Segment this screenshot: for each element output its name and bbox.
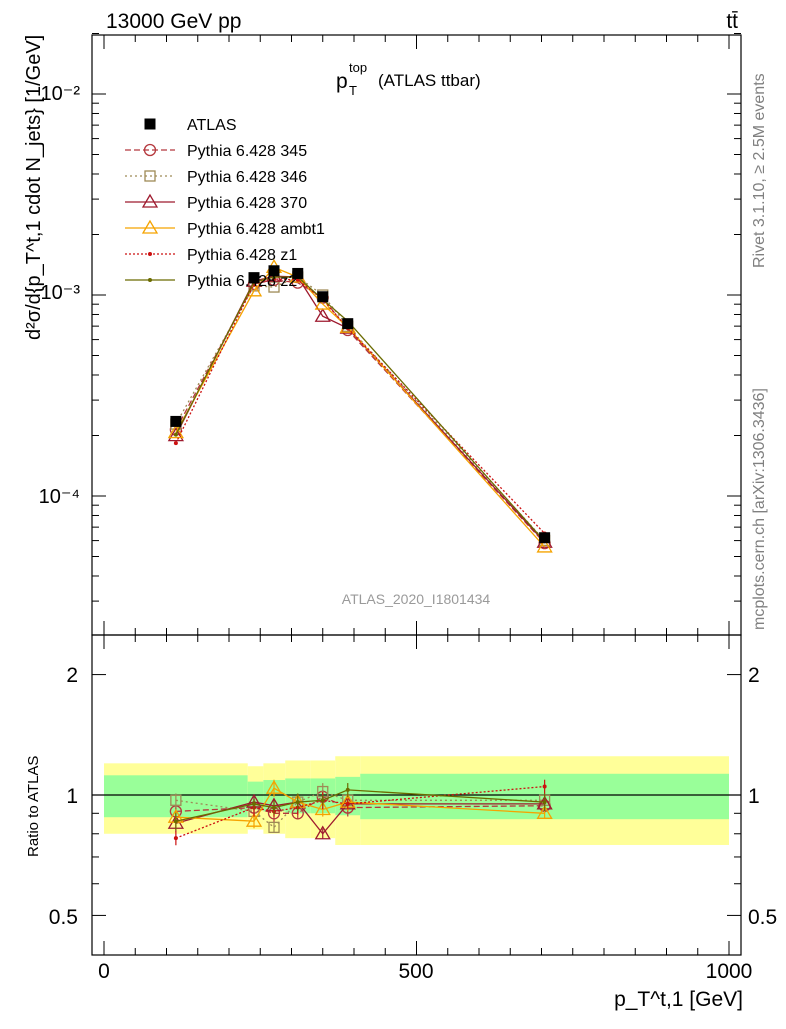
- ratio-y-tick-label-right-1: 1: [748, 785, 760, 808]
- ratio-point-370-4: [314, 825, 331, 840]
- legend-label-345: Pythia 6.428 345: [187, 143, 307, 160]
- series-point-ambt1-6: [536, 538, 553, 553]
- header-process: tt̄: [726, 10, 738, 33]
- ratio-point-z1-5: [345, 801, 350, 806]
- series-point-346-2: [268, 281, 280, 293]
- x-axis-label: p_T^t,1 [GeV]: [614, 988, 743, 1011]
- legend-label-ambt1: Pythia 6.428 ambt1: [187, 221, 325, 238]
- ratio-point-ambt1-6: [536, 805, 553, 819]
- atlas-point-4: [317, 291, 329, 303]
- legend: ATLAS Pythia 6.428 345 Pythia 6.428 346 Pyt…: [125, 117, 325, 290]
- analysis-label: ATLAS_2020_I1801434: [342, 591, 491, 607]
- legend-label-z2: Pythia 6.428 z2: [187, 273, 297, 290]
- ratio-y-tick-label-0.5: 0.5: [49, 906, 78, 929]
- ratio-point-z2-2: [272, 805, 276, 810]
- ratio-point-z1-6: [542, 784, 547, 789]
- series-point-z1-0: [173, 441, 178, 446]
- header-energy: 13000 GeV pp: [106, 10, 241, 33]
- ratio-y-tick-label-1: 1: [66, 785, 78, 808]
- title-superscript: top: [349, 60, 367, 75]
- atlas-point-6: [539, 532, 551, 544]
- title-subscript: T: [349, 83, 357, 98]
- series-line-346: [175, 276, 546, 541]
- main-y-axis-label: d²σ/d{p_T^t,1 cdot N_jets} [1/GeV]: [23, 35, 45, 340]
- series-line-z1: [175, 278, 546, 534]
- ratio-point-346-0: [170, 794, 182, 806]
- series-point-z2-0: [173, 432, 178, 437]
- series-point-ambt1-0: [167, 424, 185, 439]
- ratio-point-z1-0: [173, 836, 178, 841]
- legend-marker-z1: [148, 252, 152, 256]
- main-y-tick-label-1e-4: 10⁻⁴: [39, 486, 80, 508]
- title-symbol: p: [336, 70, 348, 93]
- series-line-z2: [175, 276, 546, 542]
- ratio-y-axis-label: Ratio to ATLAS: [25, 756, 42, 857]
- mcplots-reference-label: mcplots.cern.ch [arXiv:1306.3436]: [751, 388, 768, 630]
- legend-marker-346: [144, 170, 156, 182]
- main-series-layer: [167, 259, 553, 553]
- legend-marker-345: [143, 143, 157, 157]
- legend-label-370: Pythia 6.428 370: [187, 195, 307, 212]
- ratio-point-z2-5: [345, 787, 350, 792]
- series-line-370: [175, 275, 546, 543]
- ratio-series-layer: [167, 779, 553, 846]
- ratio-point-z2-4: [320, 798, 325, 803]
- series-line-ambt1: [175, 266, 546, 548]
- series-line-345: [175, 279, 546, 544]
- ratio-point-346-2: [268, 821, 280, 834]
- atlas-point-1: [248, 272, 260, 284]
- plot-title: p top T (ATLAS ttbar): [336, 60, 481, 98]
- legend-marker-ambt1: [141, 219, 159, 234]
- x-tick-label-500: 500: [398, 960, 433, 983]
- ratio-point-z2-1: [252, 801, 256, 806]
- ratio-y-tick-label-2: 2: [66, 664, 78, 687]
- ratio-point-ambt1-4: [314, 801, 331, 816]
- atlas-point-5: [342, 318, 354, 330]
- x-tick-label-1000: 1000: [706, 960, 753, 983]
- title-detail: (ATLAS ttbar): [378, 71, 481, 90]
- legend-label-z1: Pythia 6.428 z1: [187, 247, 297, 264]
- main-y-tick-label-1e-2: 10⁻²: [41, 83, 81, 105]
- ratio-point-z2-0: [173, 819, 178, 824]
- x-tick-label-0: 0: [98, 960, 110, 983]
- ratio-point-z2-6: [542, 800, 547, 805]
- atlas-point-0: [170, 415, 182, 427]
- ratio-point-ambt1-1: [245, 812, 263, 827]
- rivet-version-label: Rivet 3.1.10, ≥ 2.5M events: [751, 73, 768, 268]
- main-y-tick-label-1e-3: 10⁻³: [41, 282, 81, 304]
- ratio-point-ambt1-2: [265, 779, 283, 794]
- atlas-data-layer: [170, 265, 551, 544]
- legend-marker-370: [141, 193, 159, 208]
- ratio-y-tick-label-right-2: 2: [748, 664, 760, 687]
- atlas-point-2: [268, 265, 280, 277]
- legend-label-atlas: ATLAS: [187, 117, 237, 134]
- ratio-y-tick-label-right-0.5: 0.5: [748, 906, 777, 929]
- ratio-point-z2-3: [295, 800, 300, 805]
- legend-label-346: Pythia 6.428 346: [187, 169, 307, 186]
- legend-marker-z2: [148, 278, 152, 282]
- axis-ticks: [92, 32, 741, 955]
- series-point-370-4: [314, 307, 331, 322]
- legend-marker-atlas: [144, 118, 156, 130]
- atlas-point-3: [292, 267, 304, 279]
